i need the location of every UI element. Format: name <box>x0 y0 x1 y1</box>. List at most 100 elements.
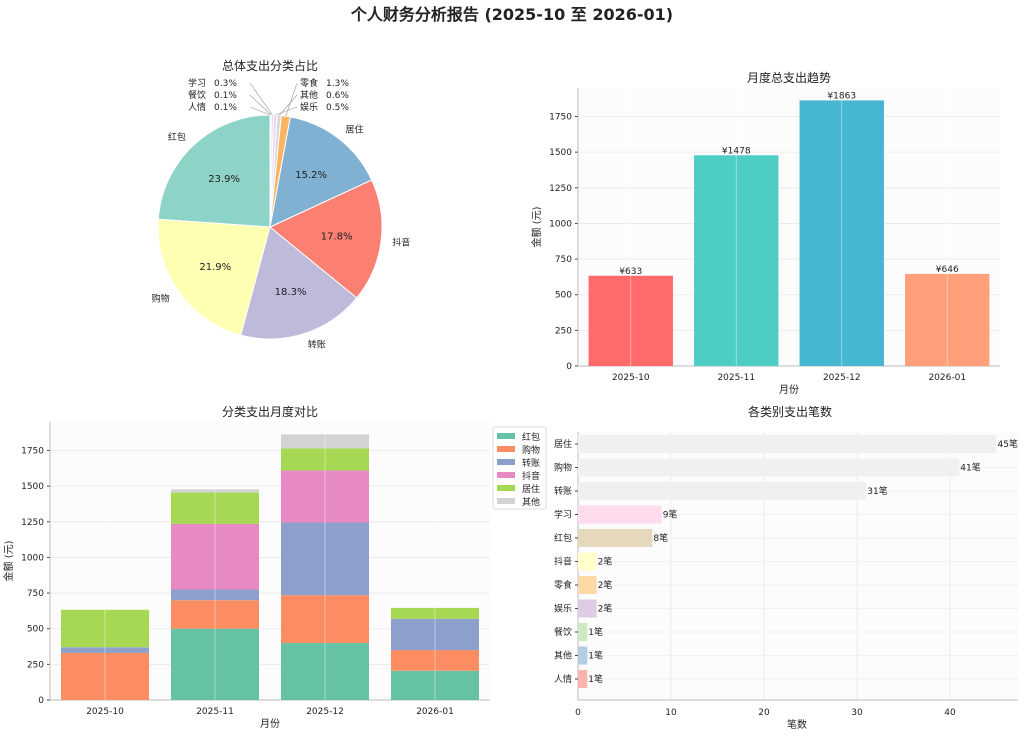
pie-label: 餐饮 <box>188 89 206 101</box>
legend-label: 抖音 <box>522 470 540 482</box>
pie-slice <box>269 116 373 228</box>
pie-pct-label: 23.9% <box>208 174 240 185</box>
y-tick-label: 餐饮 <box>554 626 572 638</box>
y-tick-label: 1000 <box>21 553 44 563</box>
bar <box>578 505 662 524</box>
x-tick-label: 30 <box>851 708 863 718</box>
legend-swatch <box>497 446 515 452</box>
pie-pct-label: 17.8% <box>321 231 353 242</box>
pie-label: 转账 <box>308 338 326 350</box>
x-tick-label: 20 <box>758 708 770 718</box>
x-tick-label: 10 <box>665 708 677 718</box>
pie-pct-label: 0.3% <box>214 79 237 89</box>
pie-label: 红包 <box>168 131 186 143</box>
pie-label: 零食 <box>300 77 318 89</box>
bar <box>578 552 597 571</box>
y-tick-label: 250 <box>27 660 44 670</box>
bar <box>578 646 588 665</box>
bar-value-label: 1笔 <box>588 626 603 638</box>
bar-value-label: ¥1478 <box>722 146 751 156</box>
pie-pct-label: 21.9% <box>199 262 231 273</box>
bar-value-label: 31笔 <box>867 485 887 497</box>
bar-value-label: 2笔 <box>598 579 613 591</box>
pie-slice <box>157 218 271 336</box>
x-tick-label: 2025-12 <box>823 373 861 383</box>
x-tick-label: 2025-11 <box>717 373 755 383</box>
bar-value-label: 9笔 <box>663 509 678 521</box>
chart-title: 各类别支出笔数 <box>748 404 832 419</box>
y-tick-label: 转账 <box>554 485 572 497</box>
y-axis-label: 金额 (元) <box>530 206 543 247</box>
y-tick-label: 1500 <box>549 148 572 158</box>
y-tick-label: 500 <box>27 625 44 635</box>
pie-leader-line <box>278 94 298 116</box>
y-axis-label: 金额 (元) <box>2 540 15 581</box>
legend-label: 红包 <box>522 431 540 443</box>
chart-title: 分类支出月度对比 <box>222 404 318 419</box>
pie-pct-label: 15.2% <box>295 170 327 181</box>
figure-title: 个人财务分析报告 (2025-10 至 2026-01) <box>350 5 673 24</box>
pie-label: 居住 <box>346 124 364 136</box>
pie-pct-label: 0.6% <box>326 91 349 101</box>
pie-pct-label: 18.3% <box>275 287 307 298</box>
pie-pct-label: 0.1% <box>214 103 237 113</box>
x-tick-label: 2026-01 <box>928 373 966 383</box>
x-axis-label: 月份 <box>779 384 799 396</box>
y-tick-label: 0 <box>566 362 572 372</box>
x-tick-label: 2025-11 <box>196 707 234 717</box>
bar-value-label: 41笔 <box>960 462 980 474</box>
bar <box>578 458 960 477</box>
bar <box>578 529 653 547</box>
pie-label: 人情 <box>188 101 206 113</box>
y-tick-label: 1500 <box>21 482 44 492</box>
pie-leader-line <box>249 94 272 116</box>
y-tick-label: 人情 <box>554 673 572 685</box>
legend-label: 居住 <box>522 483 540 495</box>
y-tick-label: 其他 <box>554 650 572 662</box>
pie-leader-line <box>249 82 273 116</box>
y-tick-label: 1750 <box>549 113 572 123</box>
bar <box>578 482 867 500</box>
bar-value-label: ¥1863 <box>827 91 856 101</box>
bar <box>578 599 597 618</box>
x-axis-label: 笔数 <box>787 718 807 731</box>
bar-value-label: 45笔 <box>998 438 1018 450</box>
y-tick-label: 500 <box>555 291 572 301</box>
y-tick-label: 1250 <box>21 518 44 528</box>
x-tick-label: 40 <box>944 708 956 718</box>
pie-label: 其他 <box>300 89 318 101</box>
legend-swatch <box>497 485 515 491</box>
legend-label: 转账 <box>522 457 540 469</box>
bar-value-label: 2笔 <box>598 603 613 615</box>
legend-label: 其他 <box>522 496 540 508</box>
bar <box>578 435 997 453</box>
x-axis-label: 月份 <box>260 718 280 730</box>
pie-slice <box>240 226 358 340</box>
y-tick-label: 750 <box>27 589 44 599</box>
bar <box>578 623 588 641</box>
x-tick-label: 2025-10 <box>612 373 650 383</box>
pie-slice <box>157 114 271 228</box>
y-tick-label: 红包 <box>554 532 572 544</box>
legend-swatch <box>497 498 515 504</box>
pie-slice <box>269 114 272 228</box>
bar-value-label: ¥646 <box>936 265 959 275</box>
y-tick-label: 娱乐 <box>554 603 572 615</box>
y-tick-label: 居住 <box>554 438 572 450</box>
y-tick-label: 学习 <box>554 509 572 521</box>
y-tick-label: 购物 <box>554 462 572 474</box>
x-tick-label: 2026-01 <box>416 707 454 717</box>
y-tick-label: 0 <box>38 696 44 706</box>
bar-value-label: 2笔 <box>598 556 613 568</box>
bar <box>578 670 588 688</box>
legend-swatch <box>497 459 515 465</box>
bar-value-label: 1笔 <box>588 650 603 662</box>
x-tick-label: 0 <box>575 708 581 718</box>
pie-label: 娱乐 <box>300 101 318 113</box>
